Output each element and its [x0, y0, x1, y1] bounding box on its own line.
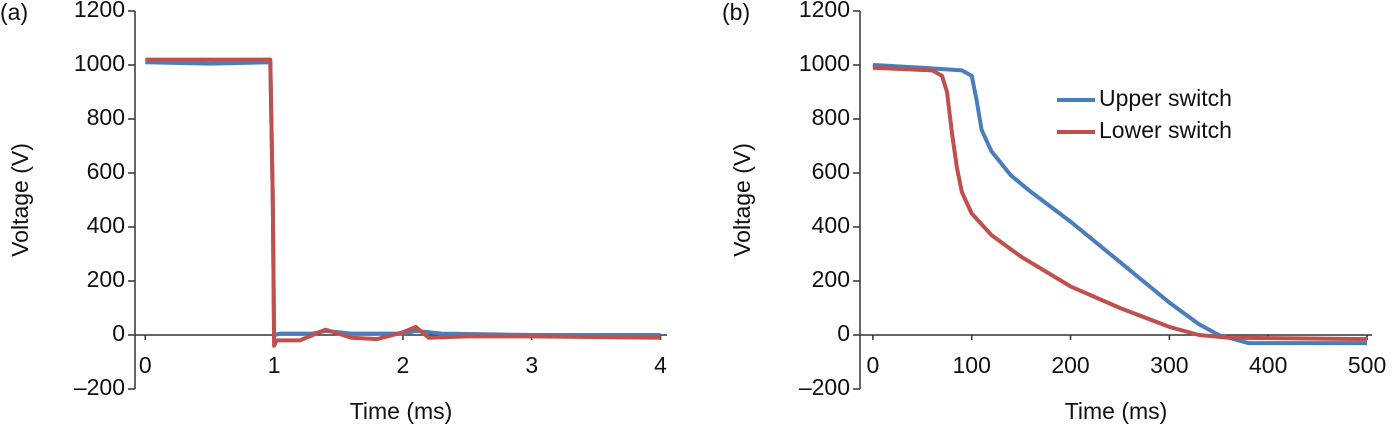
y-tick-label: 1200	[74, 0, 125, 22]
y-tick-label: 1000	[799, 50, 850, 76]
y-tick-label: 1200	[799, 0, 850, 22]
panel-label: (b)	[722, 0, 750, 25]
legend-label: Lower switch	[1099, 117, 1232, 143]
x-tick-label: 500	[1348, 352, 1386, 378]
x-tick-label: 200	[1051, 352, 1089, 378]
x-tick-label: 0	[866, 352, 879, 378]
x-tick-label: 300	[1150, 352, 1188, 378]
x-axis-label: Time (ms)	[350, 398, 453, 424]
y-tick-label: 800	[87, 104, 125, 130]
y-tick-label: –200	[74, 374, 125, 400]
y-tick-label: 400	[812, 212, 850, 238]
y-tick-label: 200	[812, 266, 850, 292]
series-line	[872, 63, 1368, 346]
y-axis-label: Voltage (V)	[7, 143, 33, 257]
y-tick-label: 200	[87, 266, 125, 292]
x-tick-label: 400	[1249, 352, 1287, 378]
x-tick-label: 4	[654, 352, 667, 378]
y-axis-label: Voltage (V)	[729, 143, 755, 257]
x-tick-label: 100	[953, 352, 991, 378]
series-line	[145, 57, 661, 348]
x-tick-label: 3	[525, 352, 538, 378]
y-tick-label: 800	[812, 104, 850, 130]
y-tick-label: 600	[87, 158, 125, 184]
legend-label: Upper switch	[1099, 85, 1232, 111]
y-tick-label: 0	[837, 320, 850, 346]
x-tick-label: 1	[268, 352, 281, 378]
y-tick-label: 0	[112, 320, 125, 346]
y-tick-label: 400	[87, 212, 125, 238]
y-tick-label: 600	[812, 158, 850, 184]
series-line	[145, 60, 661, 337]
series-line	[872, 65, 1368, 342]
panel-label: (a)	[0, 0, 28, 25]
x-tick-label: 0	[139, 352, 152, 378]
y-tick-label: 1000	[74, 50, 125, 76]
x-axis-label: Time (ms)	[1065, 398, 1168, 424]
y-tick-label: –200	[799, 374, 850, 400]
x-tick-label: 2	[397, 352, 410, 378]
